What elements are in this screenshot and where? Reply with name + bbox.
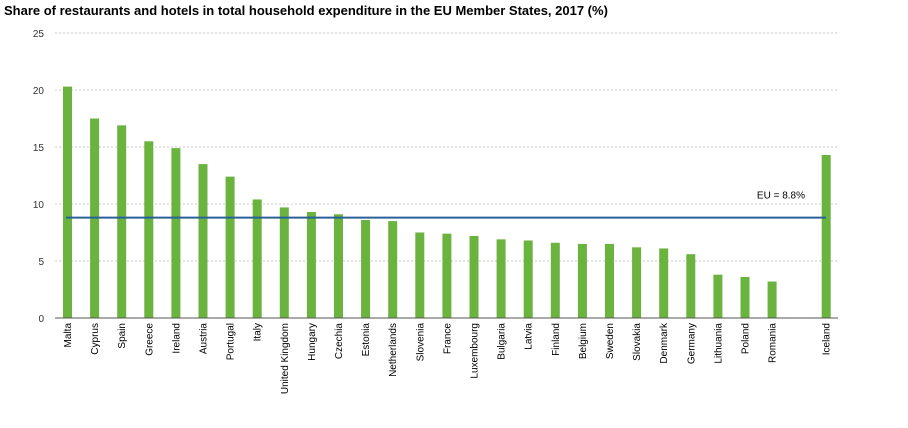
y-tick-label: 0	[38, 314, 44, 325]
bar-denmark	[659, 248, 669, 318]
bar-netherlands	[388, 221, 398, 318]
x-tick-label: France	[442, 323, 453, 355]
x-tick-label: Hungary	[307, 323, 318, 361]
bar-italy	[252, 199, 262, 318]
x-tick-label: Latvia	[524, 323, 535, 350]
bar-germany	[686, 254, 696, 318]
y-tick-label: 15	[33, 143, 45, 154]
bar-luxembourg	[469, 235, 479, 318]
y-tick-label: 20	[33, 86, 45, 97]
bar-greece	[144, 141, 154, 318]
bar-malta	[63, 86, 72, 318]
x-tick-label: Portugal	[226, 323, 237, 360]
x-tick-label: Malta	[63, 323, 74, 348]
x-tick-label: Cyprus	[90, 323, 101, 355]
x-tick-label: Iceland	[822, 323, 833, 355]
bar-iceland	[821, 154, 831, 318]
bar-ireland	[171, 148, 181, 318]
x-tick-label: Luxembourg	[470, 323, 481, 379]
x-tick-label: Belgium	[578, 323, 589, 359]
bars	[63, 86, 831, 318]
x-tick-label: Estonia	[361, 323, 372, 357]
bar-latvia	[523, 240, 533, 318]
chart-title: Share of restaurants and hotels in total…	[4, 3, 608, 18]
bar-czechia	[334, 214, 343, 318]
x-tick-label: Greece	[144, 323, 155, 356]
y-axis-ticks: 0 5 10 15 20 25	[33, 29, 45, 325]
bar-hungary	[306, 211, 316, 318]
x-tick-label: Sweden	[605, 323, 616, 359]
x-tick-label: Romania	[768, 323, 779, 363]
x-axis-labels: Malta Cyprus Spain Greece Ireland Austria Port…	[63, 322, 833, 394]
x-tick-label: Bulgaria	[497, 323, 508, 360]
bar-poland	[740, 276, 750, 318]
bar-romania	[767, 281, 777, 318]
x-tick-label: Poland	[741, 323, 752, 354]
bar-spain	[117, 125, 127, 318]
bar-france	[442, 233, 452, 318]
y-tick-label: 5	[38, 257, 44, 268]
x-tick-label: Czechia	[334, 323, 345, 360]
x-tick-label: Spain	[117, 323, 128, 349]
bar-bulgaria	[496, 239, 506, 318]
x-tick-label: Germany	[686, 323, 697, 364]
x-tick-label: Slovenia	[415, 323, 426, 362]
x-tick-label: Finland	[551, 323, 562, 356]
bar-united-kingdom	[279, 207, 289, 318]
bar-austria	[198, 164, 208, 318]
bar-sweden	[605, 243, 614, 318]
bar-belgium	[577, 243, 587, 318]
x-tick-label: Ireland	[171, 323, 182, 354]
bar-estonia	[361, 219, 371, 318]
gridlines	[55, 32, 838, 262]
x-tick-label: Slovakia	[632, 323, 643, 361]
bar-finland	[550, 242, 560, 318]
bar-portugal	[225, 176, 235, 318]
x-tick-label: Italy	[253, 323, 264, 341]
bar-slovenia	[415, 232, 425, 318]
x-tick-label: Lithuania	[713, 323, 724, 364]
x-tick-label: United Kingdom	[280, 323, 291, 394]
eu-average-label: EU = 8.8%	[757, 191, 805, 202]
x-tick-label: Austria	[199, 323, 210, 355]
bar-lithuania	[713, 274, 723, 318]
y-tick-label: 25	[33, 29, 45, 40]
x-tick-label: Denmark	[659, 322, 670, 364]
x-tick-label: Netherlands	[388, 323, 399, 377]
eu-average-reference: EU = 8.8%	[66, 191, 826, 219]
y-tick-label: 10	[33, 200, 45, 211]
bar-slovakia	[632, 247, 642, 318]
